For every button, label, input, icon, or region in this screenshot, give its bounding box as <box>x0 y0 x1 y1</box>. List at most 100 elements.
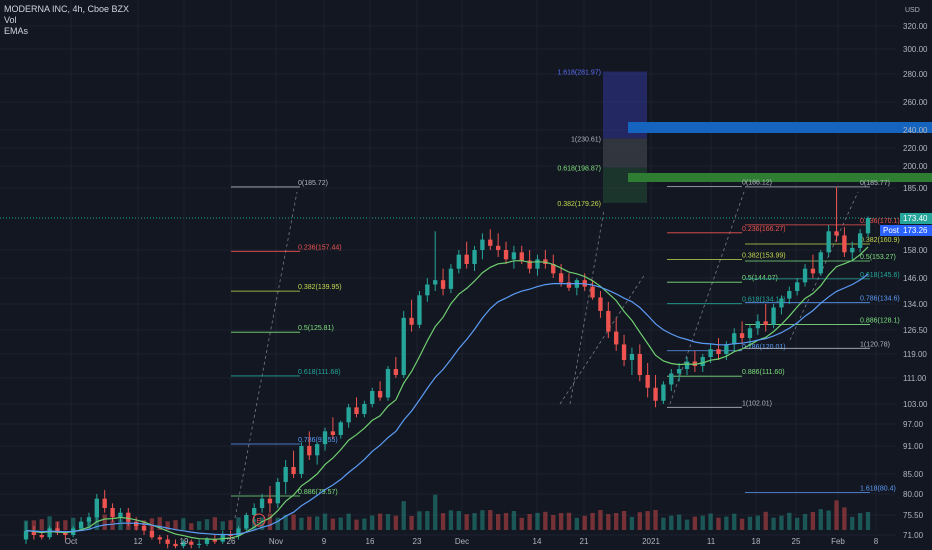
candle-body <box>259 498 265 508</box>
axes: USD 320.00 300.00 280.00 260.00 240.00 220.00 2… <box>65 7 928 546</box>
candle-body <box>157 537 162 540</box>
candle-body <box>795 282 800 291</box>
candle-body <box>31 530 37 535</box>
volume-bar <box>165 521 170 530</box>
candle-body <box>204 539 210 544</box>
candle-body <box>110 508 115 518</box>
volume-bar <box>621 511 627 530</box>
candle-body <box>826 231 831 253</box>
candle-body <box>653 387 658 401</box>
volume-bar <box>456 511 461 530</box>
candle-body <box>802 268 808 283</box>
candle-body <box>338 422 343 435</box>
volume-bar <box>732 513 737 530</box>
candle-body <box>472 250 477 264</box>
volume-bar <box>236 517 241 530</box>
fib-level-label: 1.618(80.4) <box>860 485 896 492</box>
volume-bar <box>307 516 312 530</box>
y-tick-label: 97.00 <box>903 420 924 429</box>
fib-level-label: 1(102.01) <box>742 400 772 407</box>
volume-bar <box>448 510 454 530</box>
fib-level-label: 1(120.78) <box>860 341 890 348</box>
candle-body <box>141 526 147 531</box>
ema-indicator-label[interactable]: EMAs <box>4 26 29 36</box>
candle-body <box>252 508 257 515</box>
x-tick-label: 12 <box>134 537 143 546</box>
volume-bar <box>220 521 225 530</box>
y-tick-label: 146.00 <box>903 274 928 283</box>
volume-indicator-label[interactable]: Vol <box>4 15 17 25</box>
fib-level-label: 0(185.72) <box>298 180 328 187</box>
y-axis-unit: USD <box>905 7 920 14</box>
volume-bar <box>629 516 635 530</box>
volume-bar <box>551 515 556 530</box>
volume-bar <box>503 513 509 530</box>
x-tick-label: 19 <box>180 537 189 546</box>
y-tick-label: 280.00 <box>903 70 928 79</box>
volume-bar <box>157 517 162 530</box>
candle-body <box>456 254 461 269</box>
y-tick-label: 300.00 <box>903 45 928 54</box>
resistance-zone-blue <box>628 122 932 133</box>
candle-body <box>551 264 556 274</box>
volume-bar <box>212 517 218 530</box>
volume-bar <box>440 513 446 530</box>
fib-level-label: 0.786(134.6) <box>860 296 900 303</box>
candle-body <box>606 310 611 332</box>
volume-bar <box>267 513 273 530</box>
volume-bar <box>716 517 721 530</box>
x-tick-label: Nov <box>269 537 283 546</box>
volume-bar <box>362 518 367 530</box>
candle-body <box>173 543 178 547</box>
fib-level-label: 1(230.61) <box>571 136 601 143</box>
symbol-title[interactable]: MODERNA INC, 4h, Cboe BZX <box>4 4 130 14</box>
candle-body <box>267 498 273 504</box>
candle-body <box>409 317 414 325</box>
candle-body <box>558 273 564 283</box>
x-tick-label: Feb <box>831 537 845 546</box>
candle-body <box>739 333 745 338</box>
candle-body <box>181 541 186 547</box>
volume-bar <box>558 513 564 530</box>
volume-bar <box>425 511 430 530</box>
volume-bar <box>724 516 729 530</box>
volume-bar <box>566 512 572 530</box>
candle-body <box>299 446 304 474</box>
y-tick-label: 80.00 <box>903 490 924 499</box>
ema-slow-line <box>25 273 869 536</box>
fib-level-label: 0.5(153.27) <box>860 254 896 261</box>
y-tick-label: 71.00 <box>903 531 924 540</box>
candle-body <box>417 295 422 325</box>
volume-bar <box>543 511 548 530</box>
volume-bar <box>590 512 595 530</box>
volume-bar <box>354 519 359 530</box>
volume-bar <box>330 518 336 530</box>
x-tick-label: Oct <box>65 537 78 546</box>
candle-body <box>621 344 627 360</box>
volume-bar <box>259 517 265 530</box>
fib-level-label: 0.236(166.27) <box>742 226 786 233</box>
volume-bar <box>71 517 76 530</box>
volume-bar <box>747 516 753 530</box>
candle-body <box>362 404 367 414</box>
candle-body <box>755 321 760 329</box>
fib-level-label: 0.5(125.81) <box>298 325 334 332</box>
volume-bar <box>181 518 186 530</box>
candle-body <box>692 361 698 366</box>
candlestick-series <box>23 186 871 549</box>
volume-bar <box>606 514 611 530</box>
volume-bar <box>692 516 698 530</box>
x-tick-label: Dec <box>455 537 469 546</box>
candle-body <box>590 286 595 298</box>
candle-body <box>708 349 713 357</box>
resistance-zone-green <box>628 173 932 182</box>
candle-body <box>244 515 249 529</box>
volume-bar <box>614 513 619 530</box>
volume-bar <box>771 517 776 530</box>
volume-bar <box>393 515 399 530</box>
candle-body <box>637 354 642 375</box>
volume-bar <box>857 513 863 530</box>
fib-trend-line <box>234 191 298 519</box>
fib-level-label: 0.236(157.44) <box>298 244 342 251</box>
